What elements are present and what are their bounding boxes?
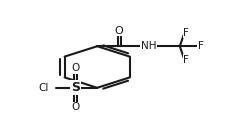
- Text: O: O: [115, 26, 123, 36]
- Text: F: F: [198, 41, 203, 51]
- Text: NH: NH: [141, 41, 156, 51]
- Text: O: O: [71, 102, 79, 112]
- Text: F: F: [183, 28, 189, 38]
- Text: F: F: [183, 55, 189, 65]
- Text: O: O: [71, 63, 79, 73]
- Text: S: S: [71, 81, 80, 94]
- Text: Cl: Cl: [38, 83, 49, 93]
